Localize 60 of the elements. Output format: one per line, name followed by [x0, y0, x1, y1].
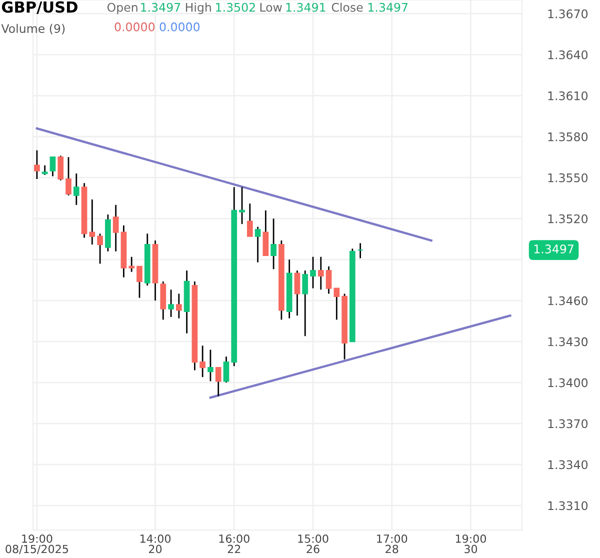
- candlestick: [168, 288, 174, 318]
- annotation: Open: [107, 2, 138, 14]
- candlestick: [42, 164, 48, 176]
- y-tick-label: 1.3430: [548, 337, 588, 346]
- candlestick: [89, 198, 96, 246]
- candlestick: [208, 349, 214, 382]
- x-tick-label: 19:00 08/15/2025: [6, 534, 68, 554]
- x-tick-label: 19:00 30: [456, 534, 486, 554]
- candlestick: [215, 366, 222, 397]
- annotation: 0.0000: [114, 22, 155, 32]
- text: 1.3497: [534, 244, 574, 254]
- candlestick: [357, 242, 364, 259]
- candlestick: [334, 288, 340, 320]
- y-tick-label: 1.3580: [548, 132, 588, 142]
- candlestick: [97, 232, 103, 264]
- candlestick: [223, 356, 230, 384]
- candlestick: [310, 256, 316, 289]
- annotation: Close: [332, 2, 363, 12]
- x-tick-label: 14:00 20: [140, 534, 171, 554]
- candlestick: [326, 266, 332, 294]
- y-tick-label: 1.3670: [548, 9, 588, 18]
- candlestick: [246, 202, 253, 238]
- y-tick-label: 1.3340: [548, 460, 588, 470]
- annotation: Low: [260, 3, 282, 12]
- candlestick: [34, 150, 40, 180]
- annotation: Volume (9): [1, 24, 65, 34]
- chart-title: GBP/USD: [2, 1, 78, 14]
- annotation: High: [186, 2, 211, 14]
- y-tick-label: 1.3400: [548, 378, 588, 388]
- annotation: 0.0000: [160, 22, 200, 32]
- candlestick: [58, 155, 64, 182]
- candlestick: [302, 270, 308, 337]
- annotation: 1.3491: [286, 2, 326, 12]
- y-tick-label: 1.3460: [548, 296, 588, 306]
- y-tick-label: 1.3370: [548, 419, 588, 428]
- y-tick-label: 1.3610: [548, 91, 588, 100]
- y-tick-label: 1.3640: [548, 50, 588, 60]
- annotation: 1.3497: [368, 2, 408, 12]
- candlestick: [66, 156, 72, 196]
- candlestick: [50, 156, 56, 177]
- candlestick: [262, 210, 269, 256]
- candlestick: [176, 293, 182, 320]
- x-tick-label: 15:00 26: [298, 534, 328, 554]
- candlestick: [318, 256, 324, 290]
- candlestick: [270, 218, 276, 270]
- annotation: 1.3502: [216, 2, 255, 12]
- candlestick: [254, 226, 261, 264]
- x-tick-label: 17:00 28: [377, 534, 408, 554]
- candlestick: [136, 266, 142, 299]
- candlestick: [239, 186, 245, 225]
- candlestick: [73, 172, 80, 206]
- y-tick-label: 1.3550: [548, 173, 588, 182]
- annotation: 1.3497: [141, 2, 180, 12]
- candlestick: [200, 344, 206, 378]
- candlestick: [128, 256, 135, 273]
- candlestick: [112, 204, 119, 252]
- x-tick-label: 16:00 22: [219, 534, 250, 554]
- y-tick-label: 1.3520: [548, 214, 588, 224]
- candlestick: [294, 270, 300, 316]
- y-tick-label: 1.3310: [548, 501, 588, 510]
